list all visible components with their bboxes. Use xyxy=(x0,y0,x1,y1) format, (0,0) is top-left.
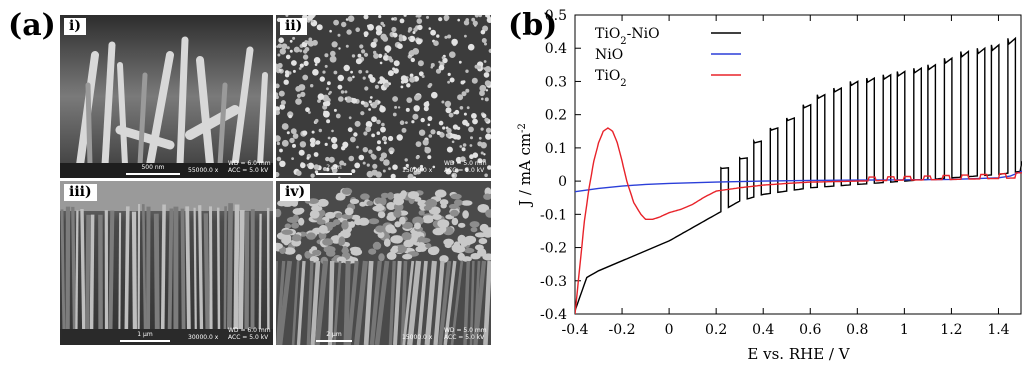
series-line-2 xyxy=(575,171,1022,192)
series-line-1 xyxy=(575,38,1022,310)
legend-label-2: NiO xyxy=(595,47,623,63)
y-tick-label: -0.4 xyxy=(540,307,567,323)
x-tick-label: 0 xyxy=(665,322,674,338)
sem-image-i-scalebar: 500 nm xyxy=(126,164,180,174)
sem-image-iv-texture xyxy=(276,181,491,345)
sem-image-iii-info: WD = 6.0 mm ACC = 5.0 kV xyxy=(228,327,271,341)
legend-label-3: TiO2 xyxy=(595,68,627,89)
y-tick-label: 0.2 xyxy=(545,108,567,124)
sem-image-ii-mag: 15000.0 x xyxy=(402,167,432,174)
x-tick-label: 1.4 xyxy=(987,322,1009,338)
plot-frame xyxy=(575,15,1021,314)
sem-image-iv-mag: 15000.0 x xyxy=(402,334,432,341)
x-tick-label: 0.6 xyxy=(799,322,821,338)
y-axis-title-sup: -2 xyxy=(517,123,528,133)
sem-image-i-scale-text: 500 nm xyxy=(126,164,180,171)
sem-image-ii: ii) 2 μm 15000.0 x WD = 5.0 mm ACC = 5.0… xyxy=(276,15,491,178)
sem-image-ii-texture xyxy=(276,15,491,178)
y-tick-label: 0.5 xyxy=(545,8,567,24)
x-tick-label: 0.4 xyxy=(752,322,774,338)
series-line-3 xyxy=(575,128,1022,314)
y-tick-label: 0 xyxy=(558,174,567,190)
y-tick-label: -0.1 xyxy=(540,207,567,223)
x-tick-label: 0.2 xyxy=(705,322,727,338)
x-tick-label: -0.4 xyxy=(562,322,589,338)
legend-label-1: TiO2-NiO xyxy=(595,26,660,47)
sem-image-ii-label: ii) xyxy=(280,18,307,35)
sem-image-iv-scale-text: 2 μm xyxy=(316,331,352,338)
sem-image-i: i) 500 nm 55000.0 x WD = 6.0 mm ACC = 5.… xyxy=(60,15,273,178)
sem-image-ii-scalebar: 2 μm xyxy=(316,164,352,174)
sem-image-iii-scale-text: 1 μm xyxy=(120,331,170,338)
sem-image-i-info: WD = 6.0 mm ACC = 5.0 kV xyxy=(228,160,271,174)
sem-image-ii-info: WD = 5.0 mm ACC = 5.0 kV xyxy=(444,160,487,174)
sem-image-iv-scalebar: 2 μm xyxy=(316,331,352,341)
sem-image-iii-mag: 30000.0 x xyxy=(188,334,218,341)
sem-image-grid: i) 500 nm 55000.0 x WD = 6.0 mm ACC = 5.… xyxy=(60,15,491,345)
y-axis-title: J / mA cm-2 xyxy=(516,123,534,208)
sem-image-iii-texture xyxy=(60,181,273,345)
y-tick-label: 0.1 xyxy=(545,141,567,157)
y-tick-label: -0.2 xyxy=(540,241,567,257)
sem-image-i-label: i) xyxy=(64,18,86,35)
sem-image-iii-scalebar: 1 μm xyxy=(120,331,170,341)
x-axis-title: E vs. RHE / V xyxy=(747,345,850,363)
sem-image-iv: iv) 2 μm 15000.0 x WD = 5.0 mm ACC = 5.0… xyxy=(276,181,491,345)
y-tick-label: -0.3 xyxy=(540,274,567,290)
x-tick-label: -0.2 xyxy=(609,322,636,338)
panel-a-label: (a) xyxy=(8,8,56,43)
sem-image-i-texture xyxy=(60,15,273,178)
x-tick-label: 1 xyxy=(900,322,909,338)
sem-image-iii-label: iii) xyxy=(64,184,97,201)
jv-chart: -0.4 -0.2 0 0.2 0.4 0.6 0.8 1 1.2 1.4 -0.4 -0.3 -0.2… xyxy=(508,0,1022,367)
x-tick-label: 1.2 xyxy=(940,322,962,338)
sem-image-iv-label: iv) xyxy=(280,184,310,201)
sem-image-iv-info: WD = 5.0 mm ACC = 5.0 kV xyxy=(444,327,487,341)
y-tick-label: 0.4 xyxy=(545,41,567,57)
sem-image-i-mag: 55000.0 x xyxy=(188,167,218,174)
y-axis-title-main: J / mA cm xyxy=(516,133,534,208)
sem-image-iii: iii) 1 μm 30000.0 x WD = 6.0 mm ACC = 5.… xyxy=(60,181,273,345)
y-tick-label: 0.3 xyxy=(545,74,567,90)
sem-image-ii-scale-text: 2 μm xyxy=(316,164,352,171)
x-tick-label: 0.8 xyxy=(846,322,868,338)
